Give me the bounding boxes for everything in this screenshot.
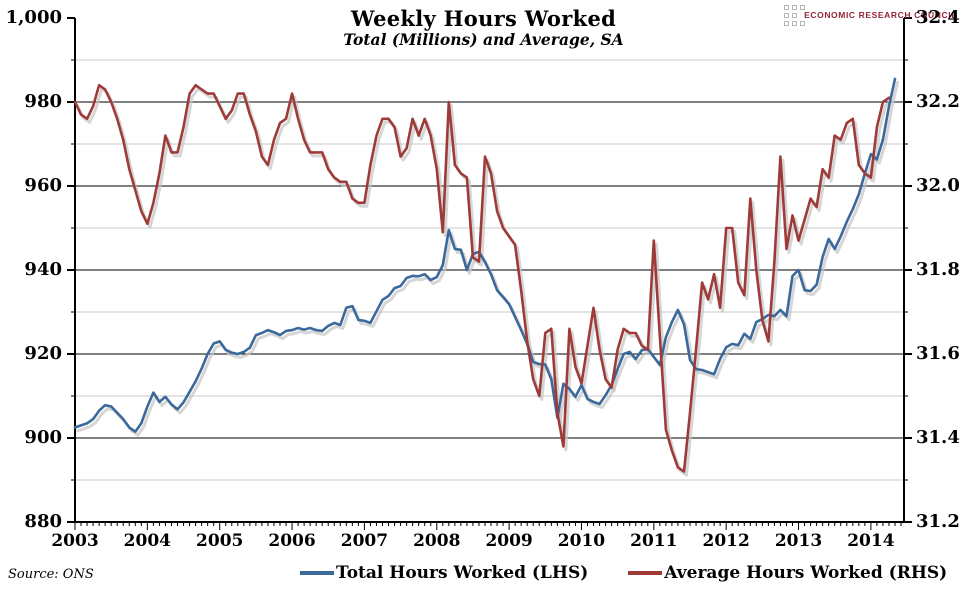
x-axis-year-label: 2009 [485, 531, 533, 551]
left-axis-tick-label: 940 [24, 259, 62, 280]
x-axis-year-label: 2008 [413, 531, 461, 551]
left-axis-tick-label: 980 [24, 91, 62, 112]
right-axis-tick-label: 31.6 [916, 343, 960, 364]
legend-label-total: Total Hours Worked (LHS) [336, 563, 589, 583]
logo-square-icon [800, 20, 806, 26]
left-axis-tick-label: 880 [24, 511, 62, 532]
right-axis-tick-label: 31.8 [916, 259, 960, 280]
logo-squares-row [784, 4, 957, 10]
x-axis-year-label: 2011 [630, 531, 678, 551]
average-hours-line-shadow [76, 87, 893, 477]
legend-item-total: Total Hours Worked (LHS) [300, 563, 588, 583]
source-note: Source: ONS [8, 567, 94, 582]
logo-squares-row: ECONOMIC RESEARCH COUNCIL [784, 10, 957, 20]
chart-legend: Total Hours Worked (LHS) Average Hours W… [300, 563, 947, 583]
average-hours-line [73, 83, 891, 473]
x-axis-year-label: 2004 [123, 531, 171, 551]
x-axis-year-label: 2006 [268, 531, 316, 551]
right-axis-tick-label: 32.0 [916, 175, 960, 196]
left-axis-tick-label: 920 [24, 343, 62, 364]
x-axis-year-label: 2007 [340, 531, 389, 551]
right-axis-tick-label: 32.4 [916, 7, 960, 28]
left-axis-tick-label: 960 [24, 175, 62, 196]
logo-square-icon [784, 4, 790, 10]
logo-wordmark: ECONOMIC RESEARCH COUNCIL [804, 10, 957, 20]
logo-square-icon [800, 4, 806, 10]
x-axis-year-label: 2014 [847, 531, 895, 551]
logo-square-icon [792, 20, 798, 26]
x-axis-year-label: 2010 [557, 531, 606, 551]
logo-square-icon [784, 12, 790, 18]
legend-item-average: Average Hours Worked (RHS) [628, 563, 947, 583]
x-axis-year-label: 2003 [51, 531, 99, 551]
logo-squares-row [784, 20, 957, 26]
chart-subtitle: Total (Millions) and Average, SA [343, 30, 624, 49]
logo-square-icon [792, 4, 798, 10]
chart-title: Weekly Hours Worked [350, 6, 617, 31]
right-axis-tick-label: 32.2 [916, 91, 960, 112]
right-axis-tick-label: 31.2 [916, 511, 960, 532]
left-axis-tick-label: 900 [24, 427, 62, 448]
x-axis-year-label: 2005 [196, 531, 244, 551]
right-axis-tick-label: 31.4 [916, 427, 960, 448]
total-line-swatch-icon [300, 571, 334, 575]
erc-logo: ECONOMIC RESEARCH COUNCIL [784, 4, 957, 26]
average-line-swatch-icon [628, 571, 663, 575]
x-axis-year-label: 2012 [702, 531, 750, 551]
x-axis-year-label: 2013 [774, 531, 823, 551]
logo-square-icon [784, 20, 790, 26]
left-axis-tick-label: 1,000 [5, 7, 62, 28]
legend-label-average: Average Hours Worked (RHS) [664, 563, 948, 583]
logo-square-icon [792, 12, 798, 18]
total-hours-line [73, 77, 897, 434]
